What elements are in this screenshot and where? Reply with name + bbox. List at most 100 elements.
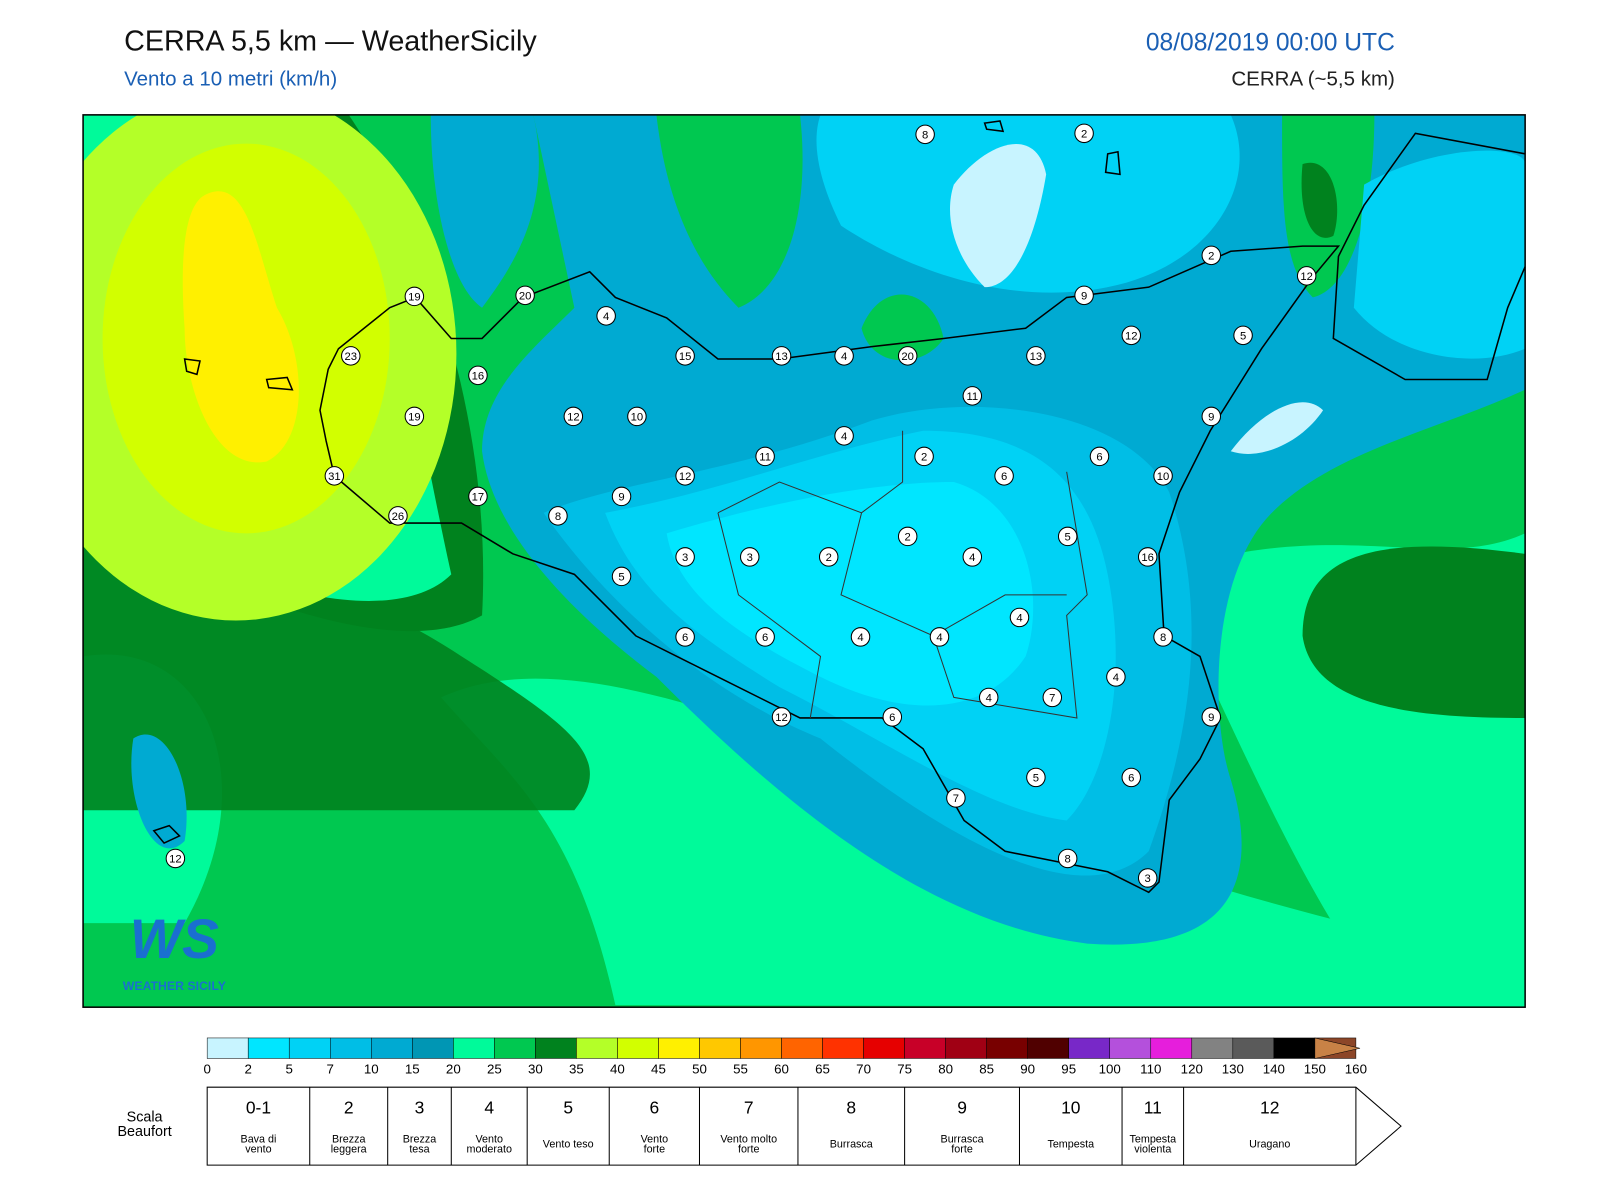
- station-value: 6: [682, 632, 688, 644]
- colorbar-tick-label: 130: [1222, 1061, 1244, 1076]
- station-value: 4: [969, 552, 975, 564]
- beaufort-desc: forte: [951, 1144, 973, 1156]
- station-value: 6: [889, 712, 895, 724]
- station-marker: [1201, 406, 1222, 427]
- datetime: 08/08/2019 00:00 UTC: [1146, 30, 1395, 57]
- station-value: 26: [392, 511, 405, 523]
- station-value: 4: [603, 311, 609, 323]
- station-value: 10: [1157, 471, 1170, 483]
- station-marker: [946, 788, 966, 808]
- station-value: 12: [567, 411, 580, 423]
- colorbar-swatch: [699, 1037, 741, 1059]
- subtitle: Vento a 10 metri (km/h): [124, 67, 337, 90]
- station-marker: [929, 627, 950, 647]
- beaufort-desc: Burrasca: [941, 1133, 984, 1145]
- colorbar-swatch: [781, 1037, 823, 1059]
- colorbar-tick-label: 5: [286, 1061, 293, 1076]
- station-marker: [834, 426, 854, 446]
- station-value: 17: [472, 491, 485, 503]
- station-value: 3: [682, 552, 688, 564]
- beaufort-desc: Brezza: [403, 1133, 436, 1145]
- station-marker: [404, 286, 425, 307]
- colorbar-tick-label: 75: [897, 1061, 912, 1076]
- station-marker: [675, 627, 695, 647]
- station-marker: [818, 547, 839, 567]
- station-value: 6: [1128, 772, 1134, 784]
- beaufort-desc: Vento teso: [543, 1138, 594, 1150]
- station-marker: [1009, 607, 1030, 628]
- beaufort-force: 9: [957, 1097, 967, 1117]
- station-value: 31: [328, 471, 341, 483]
- station-marker: [897, 346, 918, 366]
- beaufort-desc: Brezza: [332, 1133, 365, 1145]
- station-marker: [675, 466, 695, 486]
- beaufort-desc: Burrasca: [830, 1138, 873, 1150]
- beaufort-force: 12: [1260, 1097, 1279, 1117]
- station-value: 13: [775, 351, 788, 363]
- station-marker: [341, 346, 361, 366]
- beaufort-force: 5: [563, 1097, 573, 1117]
- station-marker: [563, 406, 584, 427]
- station-value: 6: [1096, 451, 1102, 463]
- beaufort-desc: Vento: [475, 1133, 503, 1145]
- colorbar-swatch: [1109, 1037, 1152, 1059]
- station-value: 4: [986, 692, 992, 704]
- colorbar-swatch: [576, 1037, 618, 1059]
- beaufort-frame: [206, 1086, 1402, 1166]
- station-marker: [850, 627, 871, 647]
- station-marker: [468, 486, 488, 507]
- colorbar-tick-label: 85: [979, 1061, 994, 1076]
- colorbar-tick-label: 7: [327, 1061, 334, 1076]
- title: CERRA 5,5 km — WeatherSicily: [124, 26, 537, 58]
- station-marker: [771, 346, 792, 366]
- beaufort-desc: vento: [245, 1144, 271, 1156]
- beaufort-desc: Vento: [641, 1133, 669, 1145]
- station-value: 2: [1208, 250, 1214, 262]
- station-marker: [1057, 848, 1078, 869]
- station-value: 6: [1001, 471, 1007, 483]
- station-value: 12: [775, 712, 788, 724]
- beaufort-force: 3: [415, 1097, 425, 1117]
- station-marker: [1057, 526, 1078, 547]
- station-marker: [1121, 767, 1142, 788]
- station-marker: [611, 566, 632, 587]
- beaufort-force: 0-1: [246, 1097, 271, 1117]
- station-value: 20: [901, 351, 914, 363]
- beaufort-desc: tesa: [409, 1144, 429, 1156]
- station-marker: [388, 506, 408, 526]
- colorbar-swatch: [1150, 1037, 1193, 1059]
- station-value: 10: [631, 411, 644, 423]
- beaufort-force: 6: [650, 1097, 660, 1117]
- beaufort-desc: Tempesta: [1047, 1138, 1094, 1150]
- station-value: 5: [618, 571, 624, 583]
- station-marker: [1137, 868, 1158, 888]
- colorbar-swatch: [617, 1037, 659, 1059]
- colorbar-swatch: [247, 1037, 290, 1059]
- beaufort-desc: leggera: [331, 1144, 367, 1156]
- station-value: 8: [1065, 853, 1071, 865]
- colorbar-swatch: [1068, 1037, 1110, 1059]
- station-value: 3: [747, 552, 753, 564]
- station-value: 4: [841, 351, 847, 363]
- station-value: 15: [679, 351, 692, 363]
- station-marker: [404, 406, 425, 427]
- station-marker: [1201, 707, 1222, 727]
- station-marker: [740, 547, 760, 567]
- station-marker: [994, 466, 1014, 486]
- station-value: 2: [905, 531, 911, 543]
- colorbar-tick-label: 0: [203, 1061, 210, 1076]
- station-marker: [914, 446, 934, 467]
- station-marker: [978, 687, 999, 708]
- colorbar-tick-label: 15: [405, 1061, 420, 1076]
- beaufort-force: 2: [344, 1097, 354, 1117]
- station-value: 16: [1141, 552, 1154, 564]
- colorbar-swatch: [206, 1037, 249, 1059]
- station-value: 5: [1240, 330, 1246, 342]
- colorbar-tick-label: 70: [856, 1061, 871, 1076]
- station-value: 9: [1081, 290, 1087, 302]
- station-value: 8: [555, 511, 561, 523]
- station-value: 3: [1145, 873, 1151, 885]
- colorbar-swatch: [329, 1037, 372, 1059]
- logo-name: WEATHER SICILY: [123, 979, 226, 993]
